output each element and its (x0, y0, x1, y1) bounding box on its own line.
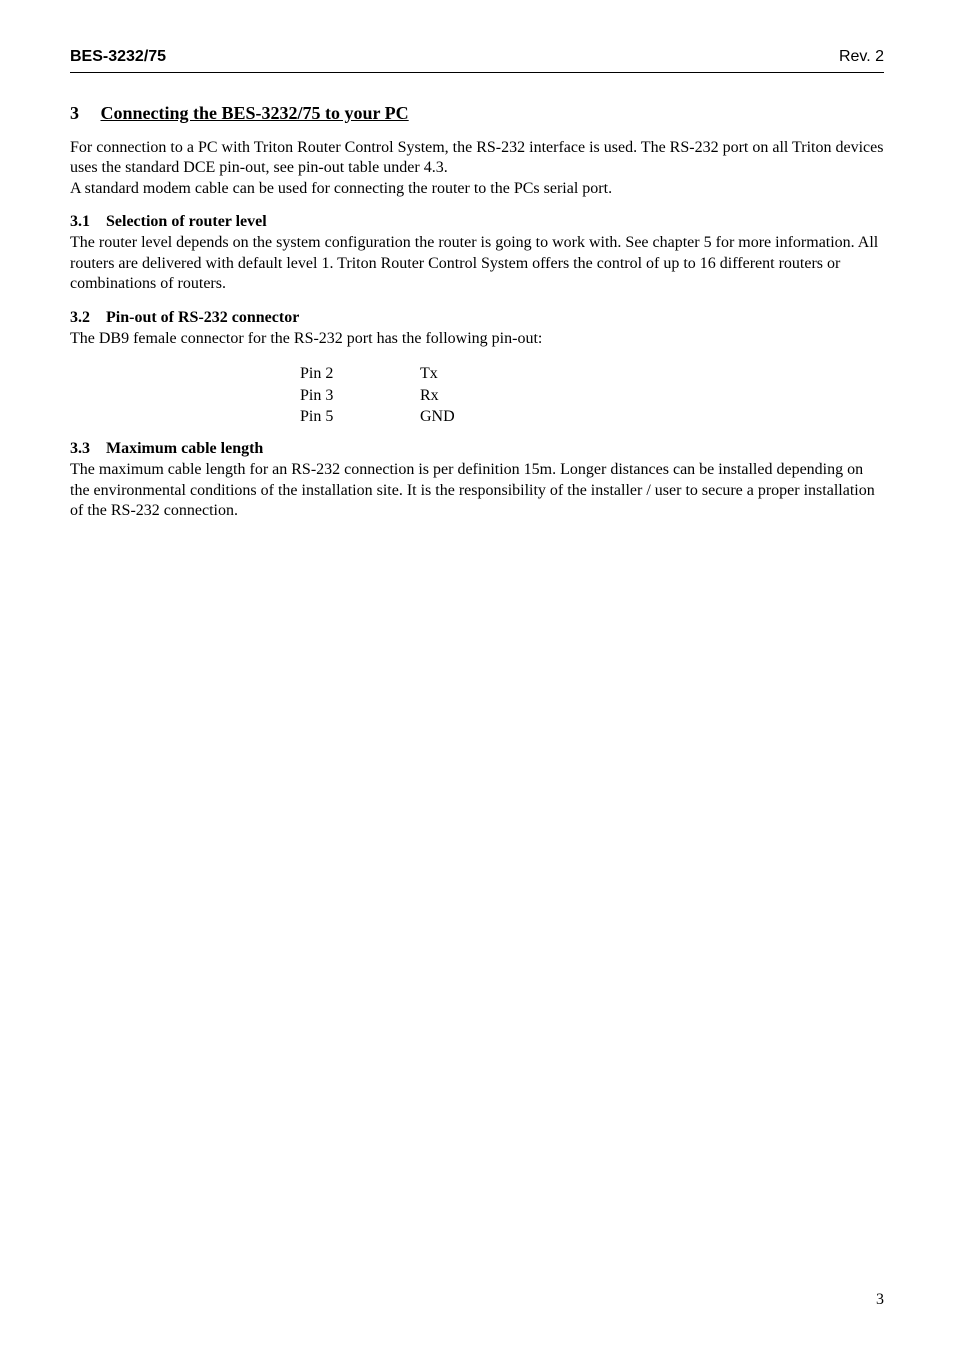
subsection-title-text: Pin-out of RS-232 connector (106, 309, 299, 326)
header-revision: Rev. 2 (839, 48, 884, 66)
section-title-text: Connecting the BES-3232/75 to your PC (101, 103, 409, 123)
pin-label: Pin 5 (300, 406, 420, 428)
pin-label: Pin 2 (300, 363, 420, 385)
header-product: BES-3232/75 (70, 48, 166, 66)
subsection-number: 3.3 (70, 440, 106, 458)
section-intro: For connection to a PC with Triton Route… (70, 138, 884, 199)
header-divider (70, 72, 884, 73)
table-row: Pin 5 GND (300, 406, 884, 428)
page-header: BES-3232/75 Rev. 2 (70, 48, 884, 66)
subsection-title-text: Maximum cable length (106, 440, 263, 457)
pin-value: Rx (420, 385, 439, 407)
pin-label: Pin 3 (300, 385, 420, 407)
subsection-title-text: Selection of router level (106, 213, 267, 230)
subsection-number: 3.1 (70, 213, 106, 231)
table-row: Pin 3 Rx (300, 385, 884, 407)
subsection-number: 3.2 (70, 309, 106, 327)
pin-value: Tx (420, 363, 438, 385)
subsection-3-3-body: The maximum cable length for an RS-232 c… (70, 460, 884, 521)
subsection-3-1-heading: 3.1Selection of router level (70, 213, 884, 231)
subsection-3-3-heading: 3.3Maximum cable length (70, 440, 884, 458)
page-number: 3 (876, 1291, 884, 1309)
section-heading: 3 Connecting the BES-3232/75 to your PC (70, 103, 884, 124)
subsection-3-2-body: The DB9 female connector for the RS-232 … (70, 329, 884, 349)
section-number: 3 (70, 103, 96, 124)
document-page: BES-3232/75 Rev. 2 3 Connecting the BES-… (0, 0, 954, 1351)
subsection-3-1-body: The router level depends on the system c… (70, 233, 884, 294)
pinout-table: Pin 2 Tx Pin 3 Rx Pin 5 GND (300, 363, 884, 428)
subsection-3-2-heading: 3.2Pin-out of RS-232 connector (70, 309, 884, 327)
table-row: Pin 2 Tx (300, 363, 884, 385)
pin-value: GND (420, 406, 455, 428)
